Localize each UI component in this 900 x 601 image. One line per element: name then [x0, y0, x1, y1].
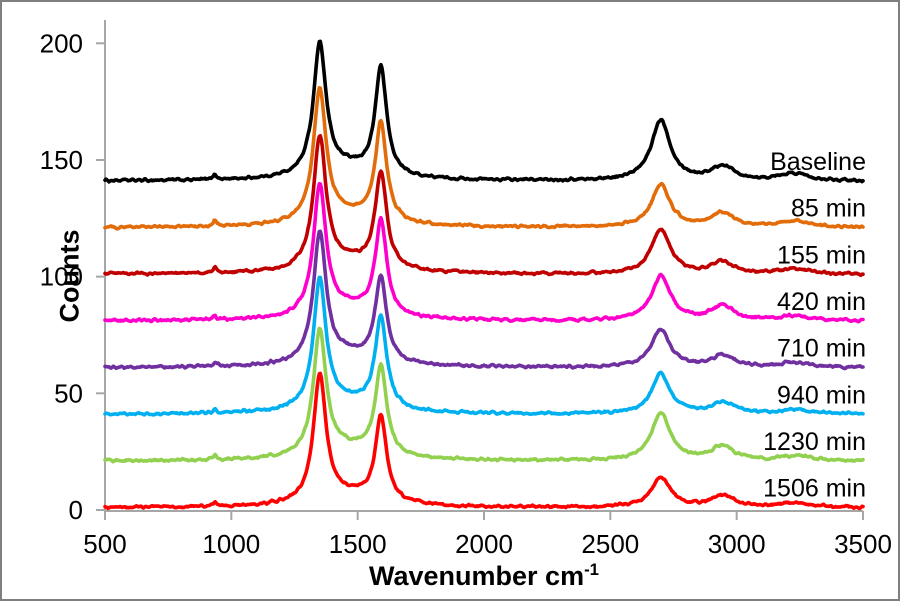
y-tick-label: 150: [40, 145, 83, 175]
y-tick-label: 50: [54, 378, 83, 408]
x-tick-label: 1500: [329, 529, 387, 559]
x-tick-label: 2000: [455, 529, 513, 559]
series-line-1506-min: [103, 371, 865, 511]
x-tick-label: 1000: [202, 529, 260, 559]
x-axis-title-superscript: -1: [584, 560, 599, 579]
series-line-710-min: [103, 229, 865, 371]
x-tick-label: 3500: [834, 529, 892, 559]
y-tick-label: 0: [69, 495, 83, 525]
series-label-710-min: 710 min: [777, 335, 866, 363]
series-label-1230-min: 1230 min: [763, 428, 866, 456]
series-line-1230-min: [103, 326, 865, 464]
series-label-85-min: 85 min: [791, 195, 866, 223]
series-label-1506-min: 1506 min: [763, 475, 866, 503]
x-axis-title: Wavenumber cm-1: [369, 560, 599, 592]
x-axis-title-text: Wavenumber cm: [369, 561, 585, 591]
y-tick-label: 100: [40, 262, 83, 292]
series-line-155-min: [103, 134, 865, 277]
series-line-baseline: [103, 39, 865, 184]
series-label-420-min: 420 min: [777, 288, 866, 316]
x-tick-label: 3000: [708, 529, 766, 559]
x-tick-label: 2500: [581, 529, 639, 559]
y-axis-title: Counts: [54, 229, 85, 323]
series-label-155-min: 155 min: [777, 241, 866, 269]
series-label-940-min: 940 min: [777, 381, 866, 409]
x-tick-label: 500: [83, 529, 126, 559]
y-tick-label: 200: [40, 28, 83, 58]
series-label-baseline: Baseline: [770, 148, 866, 176]
series-line-940-min: [103, 275, 865, 417]
series-line-85-min: [103, 86, 865, 231]
series-line-420-min: [103, 182, 865, 324]
